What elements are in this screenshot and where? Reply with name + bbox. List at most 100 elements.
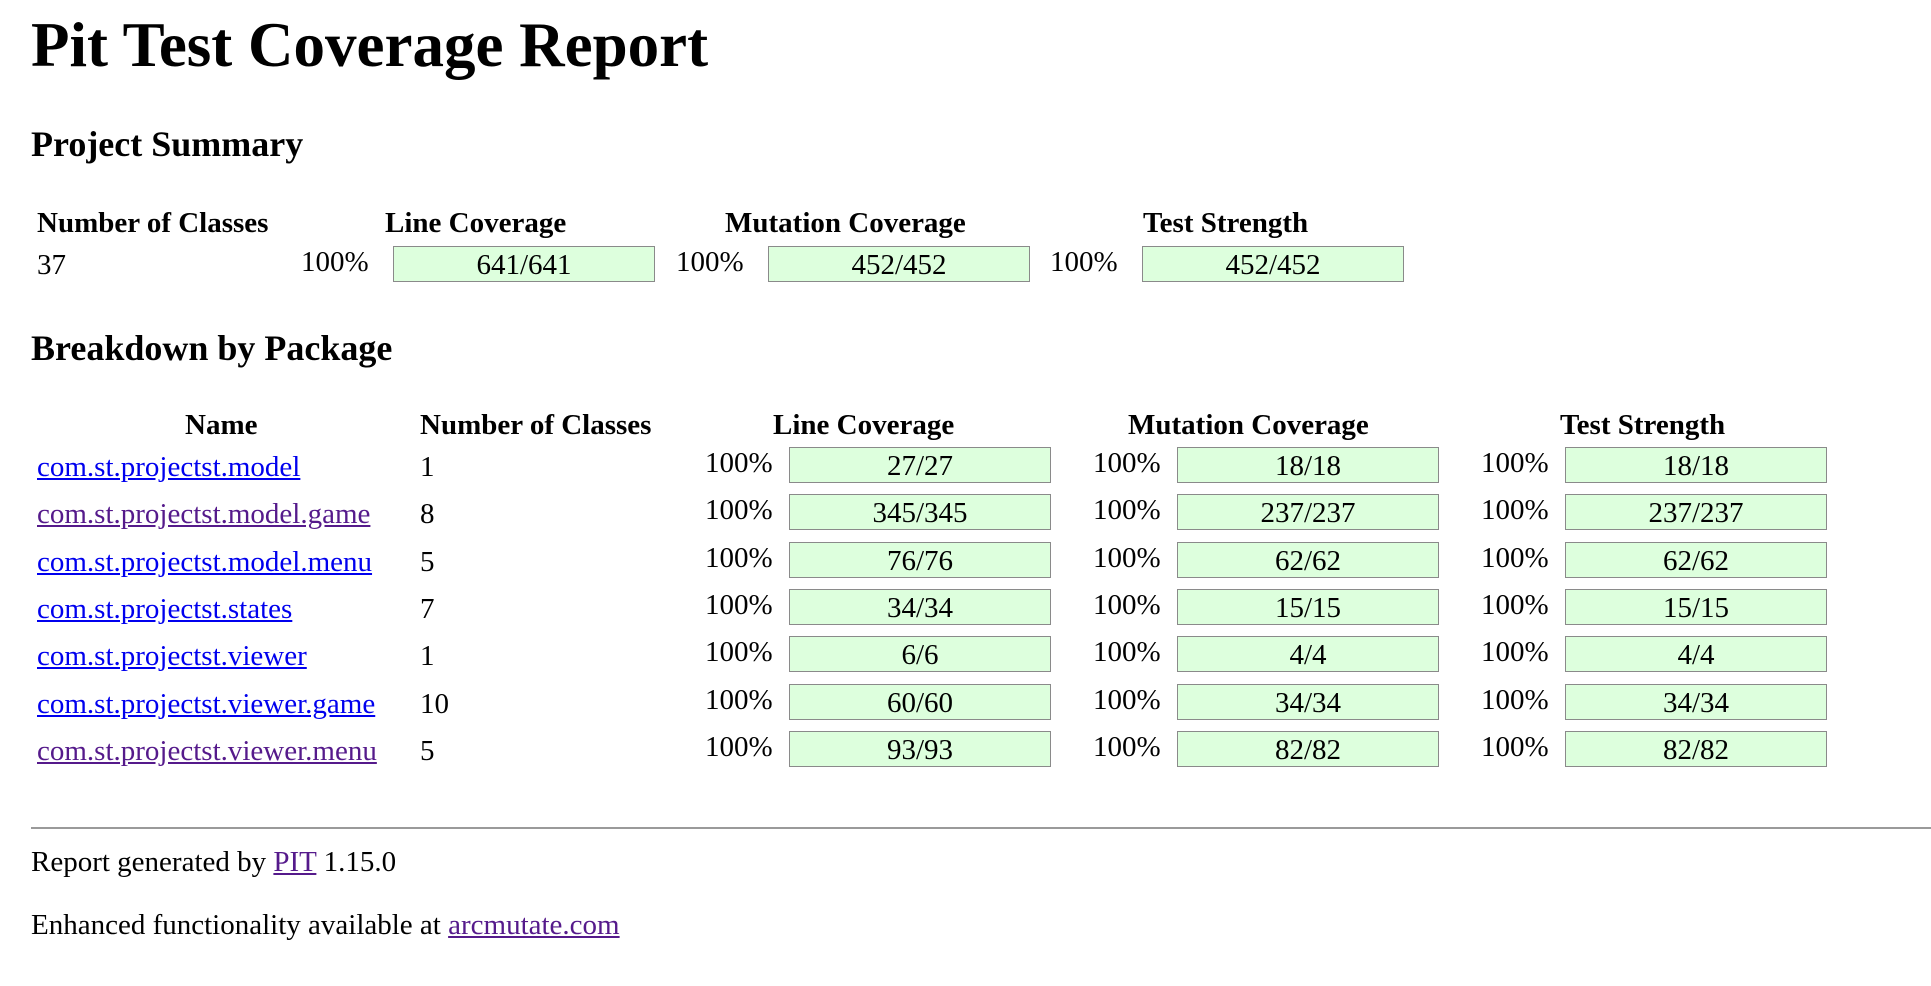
package-strength-bar: 15/15 (1565, 589, 1827, 625)
package-mutation-percent: 100% (1093, 542, 1161, 574)
package-strength-bar-ratio: 82/82 (1662, 734, 1730, 766)
package-strength-bar-fill (1566, 590, 1826, 624)
summary-number-of-classes: 37 (37, 249, 66, 281)
package-strength-bar-fill (1566, 637, 1826, 671)
package-link[interactable]: com.st.projectst.viewer.menu (37, 735, 377, 767)
package-line-bar-fill (790, 637, 1050, 671)
package-strength-bar: 34/34 (1565, 684, 1827, 720)
package-line-percent: 100% (705, 494, 773, 526)
package-line-bar: 6/6 (789, 636, 1051, 672)
package-number-of-classes: 7 (420, 593, 435, 625)
breakdown-header-line: Line Coverage (773, 409, 955, 441)
package-line-bar: 345/345 (789, 494, 1051, 530)
package-line-percent: 100% (705, 589, 773, 621)
summary-mutation-bar-fill (769, 247, 1029, 281)
package-mutation-bar-ratio: 237/237 (1260, 497, 1356, 529)
package-mutation-bar-fill (1178, 637, 1438, 671)
package-mutation-bar-ratio: 82/82 (1274, 734, 1342, 766)
package-mutation-bar: 4/4 (1177, 636, 1439, 672)
package-mutation-bar-ratio: 62/62 (1274, 545, 1342, 577)
package-link[interactable]: com.st.projectst.viewer (37, 640, 307, 672)
breakdown-heading: Breakdown by Package (31, 328, 393, 368)
package-number-of-classes: 1 (420, 451, 435, 483)
package-line-bar: 93/93 (789, 731, 1051, 767)
summary-strength-bar: 452/452 (1142, 246, 1404, 282)
breakdown-header-strength: Test Strength (1560, 409, 1726, 441)
package-strength-bar-fill (1566, 685, 1826, 719)
package-link[interactable]: com.st.projectst.model.menu (37, 546, 373, 578)
package-mutation-bar: 34/34 (1177, 684, 1439, 720)
package-mutation-bar-ratio: 15/15 (1274, 592, 1342, 624)
breakdown-header-mutation: Mutation Coverage (1128, 409, 1369, 441)
package-strength-bar-fill (1566, 732, 1826, 766)
breakdown-header-classes: Number of Classes (420, 409, 652, 441)
package-mutation-bar: 18/18 (1177, 447, 1439, 483)
package-strength-bar-ratio: 18/18 (1662, 450, 1730, 482)
package-strength-percent: 100% (1481, 636, 1549, 668)
package-strength-percent: 100% (1481, 731, 1549, 763)
package-mutation-percent: 100% (1093, 494, 1161, 526)
package-line-bar: 76/76 (789, 542, 1051, 578)
package-strength-percent: 100% (1481, 494, 1549, 526)
summary-header-strength: Test Strength (1143, 207, 1309, 239)
summary-strength-bar-fill (1143, 247, 1403, 281)
package-line-bar-fill (790, 495, 1050, 529)
summary-line-percent: 100% (301, 246, 369, 278)
package-line-bar: 60/60 (789, 684, 1051, 720)
package-line-bar-ratio: 27/27 (886, 450, 954, 482)
package-strength-bar-ratio: 62/62 (1662, 545, 1730, 577)
package-strength-bar-fill (1566, 543, 1826, 577)
package-number-of-classes: 5 (420, 546, 435, 578)
footer-enhanced: Enhanced functionality available at arcm… (31, 909, 620, 942)
package-line-bar-fill (790, 732, 1050, 766)
package-mutation-percent: 100% (1093, 636, 1161, 668)
package-mutation-bar-ratio: 18/18 (1274, 450, 1342, 482)
package-strength-bar: 82/82 (1565, 731, 1827, 767)
package-line-bar-ratio: 93/93 (886, 734, 954, 766)
summary-mutation-bar: 452/452 (768, 246, 1030, 282)
package-line-bar-ratio: 34/34 (886, 592, 954, 624)
package-link[interactable]: com.st.projectst.model (37, 451, 301, 483)
footer-enhanced-prefix: Enhanced functionality available at (31, 909, 449, 941)
package-line-percent: 100% (705, 731, 773, 763)
package-line-percent: 100% (705, 636, 773, 668)
package-link[interactable]: com.st.projectst.viewer.game (37, 688, 376, 720)
package-strength-percent: 100% (1481, 542, 1549, 574)
package-number-of-classes: 1 (420, 640, 435, 672)
summary-line-bar-fill (394, 247, 654, 281)
package-link[interactable]: com.st.projectst.states (37, 593, 293, 625)
summary-mutation-ratio: 452/452 (851, 249, 947, 281)
package-mutation-bar-fill (1178, 448, 1438, 482)
package-line-percent: 100% (705, 447, 773, 479)
summary-header-line: Line Coverage (385, 207, 567, 239)
package-mutation-bar-fill (1178, 495, 1438, 529)
package-line-bar-fill (790, 685, 1050, 719)
package-line-bar-ratio: 60/60 (886, 687, 954, 719)
package-line-bar: 27/27 (789, 447, 1051, 483)
pit-link[interactable]: PIT (273, 846, 317, 878)
package-strength-percent: 100% (1481, 684, 1549, 716)
summary-header-classes: Number of Classes (37, 207, 269, 239)
summary-header-mutation: Mutation Coverage (725, 207, 966, 239)
package-strength-bar: 237/237 (1565, 494, 1827, 530)
package-strength-bar-ratio: 4/4 (1677, 639, 1715, 671)
arcmutate-link[interactable]: arcmutate.com (448, 909, 620, 941)
package-link[interactable]: com.st.projectst.model.game (37, 498, 371, 530)
package-line-percent: 100% (705, 542, 773, 574)
package-strength-bar: 62/62 (1565, 542, 1827, 578)
package-mutation-bar-ratio: 4/4 (1289, 639, 1327, 671)
package-mutation-percent: 100% (1093, 589, 1161, 621)
package-line-bar-fill (790, 543, 1050, 577)
package-strength-percent: 100% (1481, 589, 1549, 621)
package-mutation-bar-fill (1178, 590, 1438, 624)
package-mutation-bar: 237/237 (1177, 494, 1439, 530)
package-strength-percent: 100% (1481, 447, 1549, 479)
package-mutation-percent: 100% (1093, 684, 1161, 716)
package-number-of-classes: 10 (420, 688, 449, 720)
package-number-of-classes: 8 (420, 498, 435, 530)
package-strength-bar: 4/4 (1565, 636, 1827, 672)
package-mutation-bar: 15/15 (1177, 589, 1439, 625)
package-mutation-bar-ratio: 34/34 (1274, 687, 1342, 719)
package-number-of-classes: 5 (420, 735, 435, 767)
package-strength-bar-ratio: 34/34 (1662, 687, 1730, 719)
